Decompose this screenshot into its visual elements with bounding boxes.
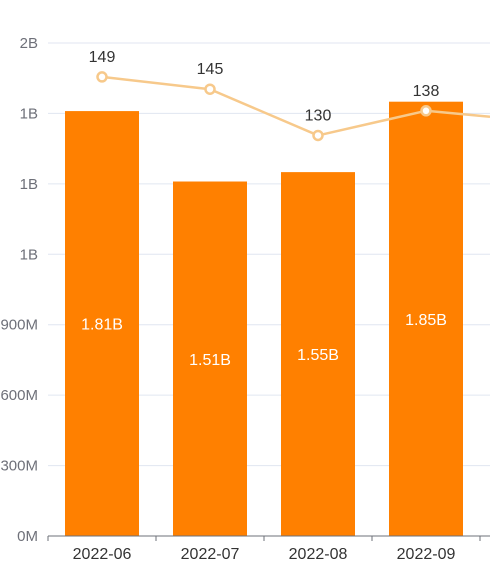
line-point bbox=[420, 105, 432, 117]
x-tick-label: 2022-07 bbox=[181, 546, 240, 563]
y-axis-ticks: 0M 300M 600M 900M 1B 1B 1B 2B bbox=[0, 35, 38, 545]
x-tick-label: 2022-08 bbox=[289, 546, 348, 563]
line-value-label: 138 bbox=[413, 83, 440, 100]
bar bbox=[173, 181, 247, 536]
y-tick-label: 300M bbox=[0, 458, 38, 475]
bar bbox=[281, 172, 355, 536]
bars bbox=[65, 101, 463, 536]
bar-value-label: 1.81B bbox=[81, 317, 123, 334]
x-tick-label: 2022-09 bbox=[397, 546, 456, 563]
y-tick-label: 1B bbox=[20, 246, 38, 263]
y-tick-label: 900M bbox=[0, 317, 38, 334]
bar bbox=[389, 101, 463, 536]
bar-value-label: 1.55B bbox=[297, 347, 339, 364]
x-axis bbox=[47, 535, 490, 541]
bar-value-label: 1.51B bbox=[189, 352, 231, 369]
line-value-label: 130 bbox=[305, 107, 332, 124]
line-point bbox=[312, 129, 324, 142]
y-tick-label: 0M bbox=[17, 528, 38, 545]
line-point bbox=[204, 83, 216, 95]
x-tick-label: 2022-06 bbox=[73, 546, 132, 563]
line-point bbox=[96, 71, 108, 83]
y-tick-label: 1B bbox=[20, 105, 38, 122]
y-tick-label: 600M bbox=[0, 387, 38, 404]
bar bbox=[65, 111, 139, 536]
y-tick-label: 2B bbox=[20, 35, 38, 52]
bar-labels: 1.81B 1.51B 1.55B 1.85B bbox=[81, 312, 447, 369]
bar-value-label: 1.85B bbox=[405, 312, 447, 329]
x-axis-ticks: 2022-06 2022-07 2022-08 2022-09 bbox=[73, 546, 456, 563]
line-value-label: 145 bbox=[197, 61, 224, 78]
line-series: 149 145 130 138 bbox=[89, 49, 490, 142]
line-value-label: 149 bbox=[89, 49, 116, 66]
y-tick-label: 1B bbox=[20, 176, 38, 193]
